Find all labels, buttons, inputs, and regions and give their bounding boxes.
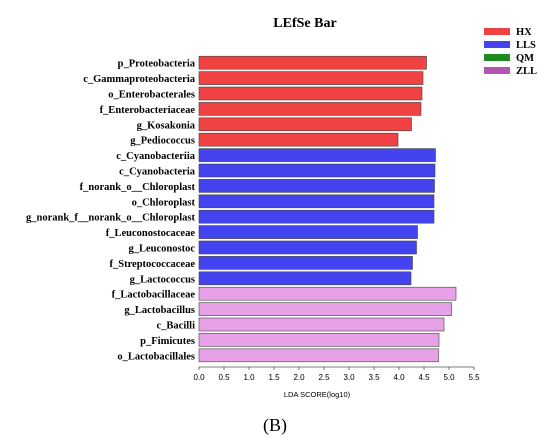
x-tick-label: 1.5 bbox=[268, 373, 280, 382]
bar bbox=[198, 71, 424, 85]
bar bbox=[198, 102, 422, 116]
x-tick-label: 3.0 bbox=[343, 373, 355, 382]
category-label: p_Proteobacteria bbox=[118, 59, 196, 70]
x-tick-label: 2.0 bbox=[293, 373, 305, 382]
x-tick-label: 0.5 bbox=[218, 373, 230, 382]
x-axis: 0.0 0.5 1.0 1.5 2.0 2.5 3.0 3.5 4.0 4.5 5.0 5.5 bbox=[193, 366, 480, 382]
bar bbox=[198, 286, 457, 301]
bar bbox=[198, 333, 440, 347]
legend-swatch bbox=[484, 67, 510, 74]
bar bbox=[198, 132, 399, 147]
figure-label: (B) bbox=[263, 415, 287, 436]
bar bbox=[198, 302, 452, 316]
category-label: f_Leuconostocaceae bbox=[106, 228, 196, 239]
category-label: c_Cyanobacteria bbox=[119, 167, 196, 178]
category-label: c_Bacilli bbox=[157, 321, 196, 332]
legend-swatch bbox=[484, 54, 510, 61]
bar bbox=[198, 256, 413, 270]
bar bbox=[198, 86, 423, 101]
chart-title: LEfSe Bar bbox=[273, 16, 336, 31]
legend-label: LLS bbox=[516, 40, 536, 51]
x-tick-label: 0.0 bbox=[193, 373, 205, 382]
bar bbox=[198, 163, 436, 178]
category-label: g_Leuconostoc bbox=[129, 244, 196, 255]
bar bbox=[198, 348, 439, 363]
category-label: f_Streptococcaceae bbox=[109, 259, 195, 270]
category-label: g_norank_f__norank_o__Chloroplast bbox=[26, 213, 196, 224]
category-label: g_Kosakonia bbox=[137, 120, 196, 131]
bar bbox=[198, 117, 412, 132]
category-label: c_Cyanobacteriia bbox=[116, 151, 195, 162]
category-label: f_Enterobacteriaceae bbox=[100, 105, 196, 116]
legend-label: ZLL bbox=[516, 66, 537, 77]
legend-label: QM bbox=[516, 53, 534, 64]
bar bbox=[198, 194, 435, 209]
x-tick-label: 5.0 bbox=[443, 373, 455, 382]
bar bbox=[198, 317, 445, 332]
x-tick-label: 4.5 bbox=[418, 373, 430, 382]
legend-swatch bbox=[484, 28, 510, 35]
x-tick-label: 3.5 bbox=[368, 373, 380, 382]
category-label: o_Chloroplast bbox=[132, 197, 196, 208]
x-tick-label: 4.0 bbox=[393, 373, 405, 382]
category-label: f_norank_o__Chloroplast bbox=[80, 182, 196, 193]
bar bbox=[198, 148, 436, 162]
legend-label: HX bbox=[516, 27, 532, 38]
category-label: c_Gammaproteobacteria bbox=[83, 74, 196, 85]
bar bbox=[198, 240, 417, 255]
category-label: p_Fimicutes bbox=[140, 336, 195, 347]
category-label: f_Lactobacillaceae bbox=[112, 290, 196, 301]
bar bbox=[198, 209, 435, 224]
x-tick-label: 2.5 bbox=[318, 373, 330, 382]
legend-swatch bbox=[484, 41, 510, 48]
category-label: g_Lactobacillus bbox=[124, 305, 195, 316]
bar bbox=[198, 225, 418, 239]
category-label: g_Lactococcus bbox=[130, 274, 195, 285]
x-tick-label: 5.5 bbox=[468, 373, 480, 382]
category-labels: p_Proteobacteria c_Gammaproteobacteria o_E… bbox=[26, 59, 196, 363]
bar bbox=[198, 55, 427, 70]
x-tick-label: 1.0 bbox=[243, 373, 255, 382]
category-label: g_Pediococcus bbox=[130, 136, 195, 147]
legend: HX LLS QM ZLL bbox=[484, 27, 537, 77]
bar bbox=[198, 179, 435, 193]
bar bbox=[198, 271, 412, 286]
category-label: o_Enterobacterales bbox=[108, 90, 195, 101]
x-axis-label: LDA SCORE(log10) bbox=[284, 390, 351, 399]
bars-layer bbox=[198, 55, 457, 363]
category-label: o_Lactobacillales bbox=[117, 351, 195, 362]
